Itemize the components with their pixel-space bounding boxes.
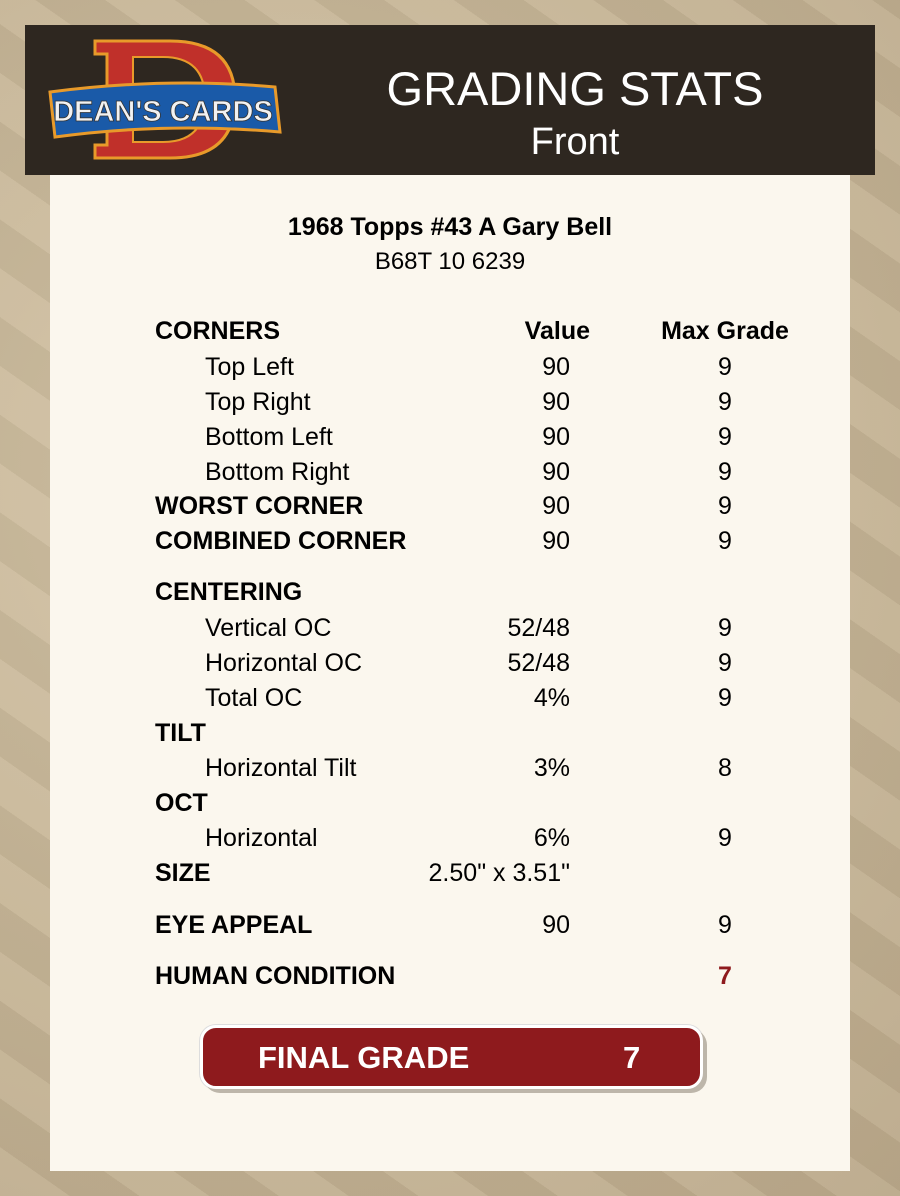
stat-label: CORNERS: [155, 317, 281, 345]
stat-max-grade: 7: [718, 962, 732, 990]
stat-label: COMBINED CORNER: [155, 527, 407, 555]
stat-row: Bottom Left 90 9: [50, 422, 850, 452]
page-title: GRADING STATS: [386, 62, 764, 115]
stat-row: Bottom Right 90 9: [50, 457, 850, 487]
stat-max-grade: 9: [718, 527, 732, 555]
stat-max-grade: 9: [718, 824, 732, 852]
stat-max-grade: 9: [718, 684, 732, 712]
stat-row: Top Left 90 9: [50, 352, 850, 382]
stat-row: COMBINED CORNER 90 9: [50, 526, 850, 556]
stat-max-grade: 9: [718, 353, 732, 381]
stat-label: Top Left: [205, 353, 294, 381]
stat-max-grade: 9: [718, 458, 732, 486]
stat-label: Bottom Left: [205, 423, 333, 451]
stat-label: WORST CORNER: [155, 492, 364, 520]
stat-value: 90: [542, 458, 570, 486]
stat-value: 4%: [533, 684, 570, 712]
stat-max-grade: 8: [718, 754, 732, 782]
stat-value: 90: [542, 911, 570, 939]
stat-label: Horizontal Tilt: [205, 754, 357, 782]
stat-value: 52/48: [507, 614, 570, 642]
column-headers: Value Max Grade: [50, 316, 850, 346]
stat-row: CENTERING: [50, 577, 850, 607]
stat-row: Vertical OC 52/48 9: [50, 613, 850, 643]
stat-row: CORNERS: [50, 316, 850, 346]
stat-label: Vertical OC: [205, 614, 332, 642]
stat-max-grade: 9: [718, 614, 732, 642]
stat-row: Horizontal 6% 9: [50, 823, 850, 853]
stat-label: EYE APPEAL: [155, 911, 313, 939]
value-column-header: Value: [524, 317, 590, 345]
stat-value: 2.50" x 3.51": [428, 859, 570, 887]
stat-label: Top Right: [205, 388, 311, 416]
stat-max-grade: 9: [718, 649, 732, 677]
stat-value: 6%: [533, 824, 570, 852]
cert-number: B68T 10 6239: [374, 248, 526, 275]
stat-label: Horizontal OC: [205, 649, 362, 677]
final-grade-value: 7: [623, 1040, 641, 1075]
stat-row: OCT: [50, 788, 850, 818]
stat-label: CENTERING: [155, 578, 303, 606]
page-subtitle: Front: [530, 121, 620, 163]
stat-value: 90: [542, 492, 570, 520]
stat-label: Horizontal: [205, 824, 318, 852]
stat-row: WORST CORNER 90 9: [50, 491, 850, 521]
stat-row: Top Right 90 9: [50, 387, 850, 417]
stat-value: 90: [542, 353, 570, 381]
stat-label: SIZE: [155, 859, 211, 887]
stat-label: TILT: [155, 719, 206, 747]
stat-max-grade: 9: [718, 388, 732, 416]
stat-max-grade: 9: [718, 911, 732, 939]
stat-label: Total OC: [205, 684, 303, 712]
grading-card: 1968 Topps #43 A Gary Bell B68T 10 6239 …: [50, 175, 850, 1171]
stat-row: Horizontal Tilt 3% 8: [50, 753, 850, 783]
stat-row: TILT: [50, 718, 850, 748]
stat-max-grade: 9: [718, 423, 732, 451]
card-name: 1968 Topps #43 A Gary Bell: [287, 213, 613, 241]
header: DEAN'S CARDS GRADING STATS Front: [25, 25, 875, 175]
stat-row: EYE APPEAL 90 9: [50, 910, 850, 940]
stat-row: Total OC 4% 9: [50, 683, 850, 713]
stat-row: HUMAN CONDITION 7: [50, 961, 850, 991]
final-grade-badge: FINAL GRADE 7: [200, 1025, 703, 1089]
stat-value: 90: [542, 527, 570, 555]
stat-label: HUMAN CONDITION: [155, 962, 396, 990]
stat-value: 90: [542, 423, 570, 451]
stat-value: 52/48: [507, 649, 570, 677]
stat-max-grade: 9: [718, 492, 732, 520]
stat-row: SIZE 2.50" x 3.51": [50, 858, 850, 888]
stat-value: 3%: [533, 754, 570, 782]
stat-label: Bottom Right: [205, 458, 350, 486]
max-grade-column-header: Max Grade: [661, 317, 789, 345]
stat-label: OCT: [155, 789, 208, 817]
logo-text: DEAN'S CARDS: [53, 96, 273, 128]
deans-cards-logo: DEAN'S CARDS: [48, 39, 282, 160]
final-grade-label: FINAL GRADE: [258, 1040, 470, 1075]
stat-row: Horizontal OC 52/48 9: [50, 648, 850, 678]
stat-value: 90: [542, 388, 570, 416]
